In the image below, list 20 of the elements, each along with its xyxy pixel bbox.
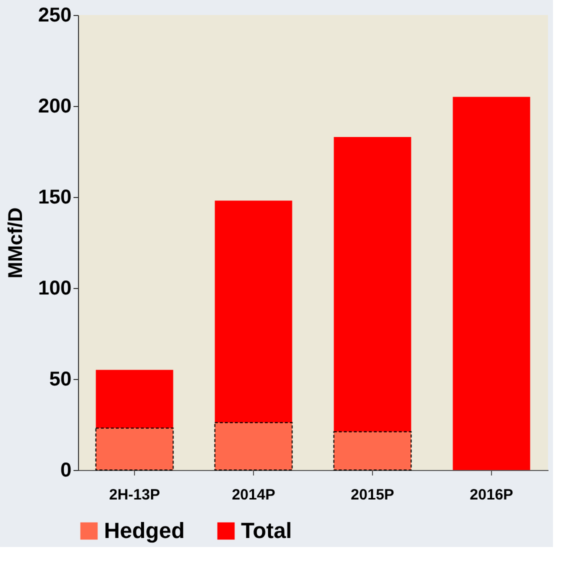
x-tick-label: 2015P (350, 486, 394, 504)
x-tick-label: 2016P (470, 486, 514, 504)
x-tick-label: 2014P (232, 486, 276, 504)
y-tick-label: 150 (38, 186, 72, 208)
legend-label: Total (241, 518, 292, 543)
y-tick-label: 0 (60, 460, 72, 482)
y-axis-title: MMcf/D (5, 207, 28, 279)
bar (214, 422, 293, 470)
bar (334, 136, 412, 432)
bar (452, 96, 530, 470)
x-tick-label: 2H-13P (109, 486, 160, 504)
y-tick-label: 200 (38, 96, 72, 118)
bar (214, 200, 292, 423)
bar (96, 370, 174, 428)
bar (95, 428, 174, 470)
y-tick-label: 250 (38, 4, 72, 26)
y-tick-label: 50 (49, 368, 72, 390)
legend-label: Hedged (104, 518, 185, 543)
bar (333, 431, 412, 470)
y-tick-label: 100 (38, 278, 72, 300)
